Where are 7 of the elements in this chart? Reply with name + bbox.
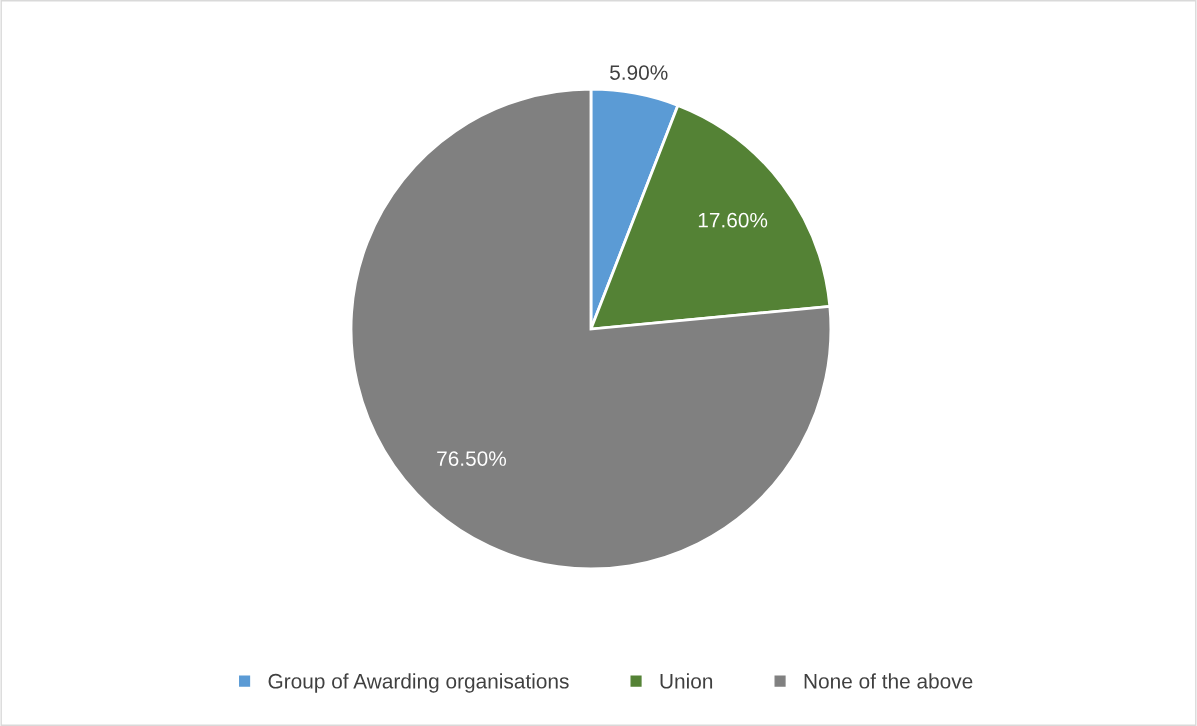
legend-label: Group of Awarding organisations (268, 673, 569, 693)
pie-slice (349, 87, 833, 571)
data-label: 76.50% (437, 451, 507, 466)
data-label: 5.90% (610, 65, 668, 80)
legend-label: Union (660, 673, 713, 689)
data-label: 17.60% (698, 212, 768, 228)
legend-label: None of the above (804, 673, 973, 689)
